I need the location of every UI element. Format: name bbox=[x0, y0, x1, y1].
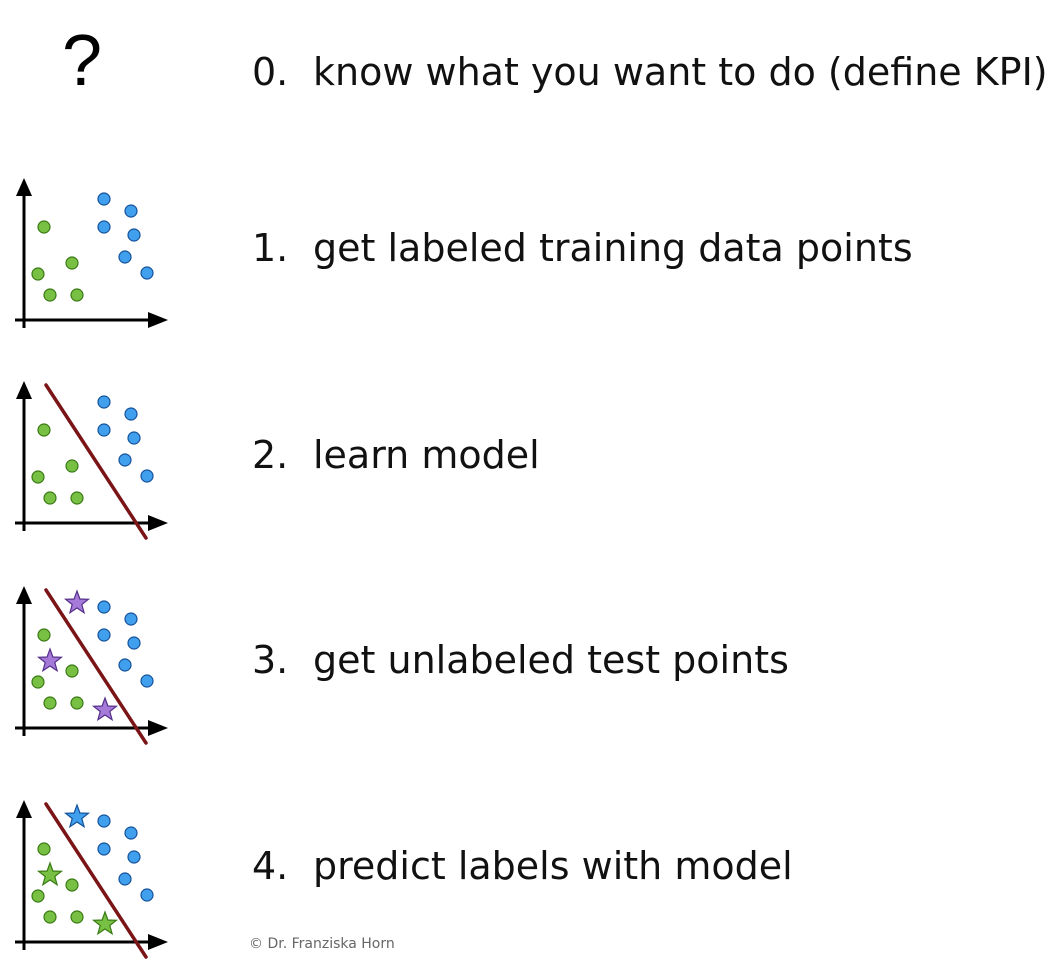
green-training-point bbox=[31, 889, 45, 903]
green-training-point bbox=[70, 491, 84, 505]
green-training-point bbox=[65, 459, 79, 473]
step-4: 4. predict labels with model bbox=[252, 847, 793, 885]
green-training-point bbox=[31, 675, 45, 689]
blue-training-point bbox=[97, 628, 111, 642]
green-training-point bbox=[43, 910, 57, 924]
blue-training-point bbox=[97, 600, 111, 614]
blue-training-point bbox=[124, 204, 138, 218]
step-number: 3. bbox=[252, 638, 289, 682]
panel-predict bbox=[15, 800, 168, 959]
y-axis-arrow-icon bbox=[16, 800, 32, 818]
y-axis-arrow-icon bbox=[16, 586, 32, 604]
step-text: get unlabeled test points bbox=[313, 638, 789, 682]
green-training-point bbox=[65, 878, 79, 892]
green-training-point bbox=[43, 288, 57, 302]
y-axis-arrow-icon bbox=[16, 381, 32, 399]
blue-training-point bbox=[140, 888, 154, 902]
green-training-point bbox=[65, 256, 79, 270]
green-predicted-point-star bbox=[36, 861, 64, 887]
blue-training-point bbox=[127, 636, 141, 650]
decision-boundary bbox=[44, 802, 148, 959]
blue-training-point bbox=[118, 872, 132, 886]
blue-training-point bbox=[118, 250, 132, 264]
green-training-point bbox=[43, 491, 57, 505]
blue-training-point bbox=[97, 220, 111, 234]
blue-training-point bbox=[127, 431, 141, 445]
step-number: 0. bbox=[252, 50, 289, 94]
blue-training-point bbox=[97, 842, 111, 856]
x-axis-arrow-icon bbox=[148, 515, 168, 531]
panel-training-data bbox=[15, 178, 168, 328]
step-text: get labeled training data points bbox=[313, 226, 913, 270]
blue-training-point bbox=[118, 658, 132, 672]
green-predicted-point-star bbox=[91, 910, 119, 936]
step-number: 2. bbox=[252, 433, 289, 477]
x-axis-arrow-icon bbox=[148, 720, 168, 736]
blue-training-point bbox=[140, 674, 154, 688]
step-2: 2. learn model bbox=[252, 436, 540, 474]
blue-training-point bbox=[127, 850, 141, 864]
blue-training-point bbox=[127, 228, 141, 242]
blue-training-point bbox=[140, 469, 154, 483]
green-training-point bbox=[31, 267, 45, 281]
blue-training-point bbox=[124, 407, 138, 421]
green-training-point bbox=[70, 910, 84, 924]
blue-training-point bbox=[97, 423, 111, 437]
blue-predicted-point-star bbox=[63, 803, 91, 829]
unlabeled-test-point-star bbox=[36, 647, 64, 673]
blue-training-point bbox=[97, 395, 111, 409]
green-training-point bbox=[37, 220, 51, 234]
copyright: © Dr. Franziska Horn bbox=[249, 936, 395, 952]
question-mark-icon: ? bbox=[62, 21, 103, 101]
step-number: 1. bbox=[252, 226, 289, 270]
blue-training-point bbox=[118, 453, 132, 467]
decision-boundary bbox=[44, 383, 148, 540]
step-1: 1. get labeled training data points bbox=[252, 229, 913, 267]
green-training-point bbox=[37, 842, 51, 856]
green-training-point bbox=[37, 423, 51, 437]
step-text: predict labels with model bbox=[313, 844, 793, 888]
x-axis-arrow-icon bbox=[148, 312, 168, 328]
x-axis-arrow-icon bbox=[148, 934, 168, 950]
step-3: 3. get unlabeled test points bbox=[252, 641, 789, 679]
step-0: 0. know what you want to do (define KPI) bbox=[252, 53, 1048, 91]
green-training-point bbox=[43, 696, 57, 710]
step-text: know what you want to do (define KPI) bbox=[313, 50, 1048, 94]
green-training-point bbox=[31, 470, 45, 484]
panel-learn-model bbox=[15, 381, 168, 540]
unlabeled-test-point-star bbox=[91, 696, 119, 722]
blue-training-point bbox=[140, 266, 154, 280]
blue-training-point bbox=[124, 612, 138, 626]
blue-training-point bbox=[97, 814, 111, 828]
panel-test-points bbox=[15, 586, 168, 745]
decision-boundary bbox=[44, 588, 148, 745]
step-number: 4. bbox=[252, 844, 289, 888]
unlabeled-test-point-star bbox=[63, 589, 91, 615]
green-training-point bbox=[37, 628, 51, 642]
green-training-point bbox=[70, 696, 84, 710]
blue-training-point bbox=[97, 192, 111, 206]
step-text: learn model bbox=[313, 433, 540, 477]
green-training-point bbox=[65, 664, 79, 678]
green-training-point bbox=[70, 288, 84, 302]
y-axis-arrow-icon bbox=[16, 178, 32, 196]
blue-training-point bbox=[124, 826, 138, 840]
